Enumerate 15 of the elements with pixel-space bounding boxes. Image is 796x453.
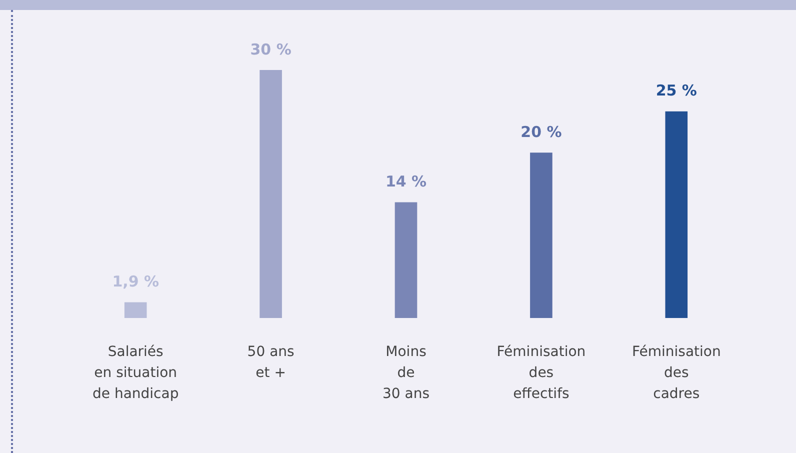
data-label: 30 % [250,40,292,58]
bar [260,70,282,318]
data-label: 14 % [385,172,427,191]
bar [394,202,418,318]
x-tick-label: Salariés en situation de handicap [92,344,179,402]
x-tick-label: 50 ans et + [247,344,294,382]
x-tick-label: Féminisation des cadres [632,344,721,402]
bar [665,111,688,318]
x-tick-label: Féminisation des effectifs [496,344,586,402]
x-tick-label: Moins de 30 ans [382,344,430,402]
data-label: 25 % [656,82,697,100]
data-label: 1,9 % [112,272,160,291]
bar [124,302,147,318]
bar [530,152,552,318]
data-label: 20 % [520,123,562,142]
